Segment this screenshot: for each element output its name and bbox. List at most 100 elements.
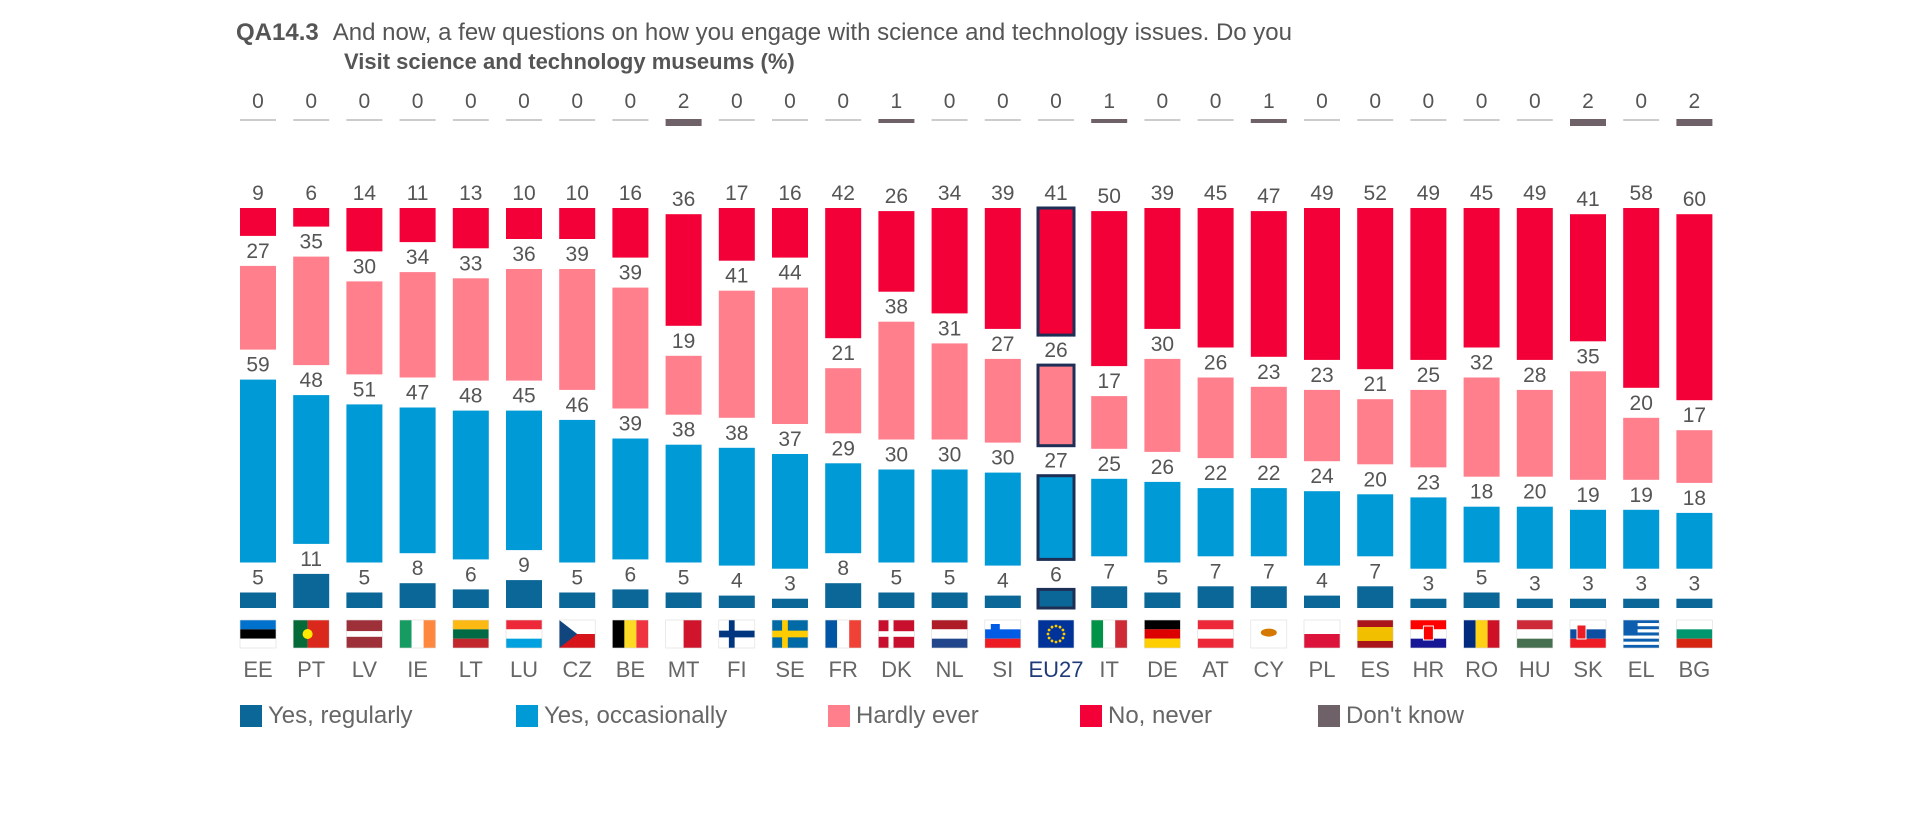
bar-group-lt xyxy=(452,119,490,649)
flag-mt-icon xyxy=(665,619,702,649)
bar-regularly-at xyxy=(1197,586,1234,608)
bar-occasionally-cz xyxy=(559,419,596,563)
bar-hardly-ever-si xyxy=(984,358,1021,443)
bar-regularly-lu xyxy=(506,580,542,608)
bar-occasionally-fi xyxy=(718,447,755,566)
flag-nl-icon xyxy=(931,619,968,649)
label-regularly-pl: 4 xyxy=(1316,570,1328,593)
bar-dont-know-bg xyxy=(1676,119,1713,126)
label-hardly-ever-eu27: 26 xyxy=(1044,339,1067,362)
chart-subtitle: Visit science and technology museums (%) xyxy=(344,49,795,74)
label-occasionally-be: 39 xyxy=(619,413,642,436)
bar-group-fi xyxy=(718,119,756,649)
label-never-ro: 45 xyxy=(1470,182,1493,205)
label-hardly-ever-cz: 39 xyxy=(566,243,589,266)
bar-occasionally-de xyxy=(1144,481,1181,563)
label-regularly-cy: 7 xyxy=(1263,560,1275,583)
bar-hardly-ever-lv xyxy=(346,281,383,375)
bar-never-el xyxy=(1623,208,1660,388)
label-occasionally-pl: 24 xyxy=(1310,465,1334,488)
label-regularly-mt: 5 xyxy=(678,567,690,590)
flag-lu-icon xyxy=(505,619,543,649)
label-never-ie: 11 xyxy=(407,182,429,205)
legend-label-hardly-ever: Hardly ever xyxy=(856,702,979,729)
bar-occasionally-sk xyxy=(1570,509,1606,569)
bar-regularly-lv xyxy=(346,592,383,608)
bar-never-es xyxy=(1357,208,1394,370)
flag-hr-icon xyxy=(1410,619,1447,649)
bar-occasionally-es xyxy=(1357,494,1394,557)
label-dont-know-nl: 0 xyxy=(944,90,956,113)
label-dont-know-de: 0 xyxy=(1157,90,1169,113)
bar-regularly-ee xyxy=(240,592,276,608)
label-dont-know-si: 0 xyxy=(997,90,1009,113)
label-never-si: 39 xyxy=(991,182,1014,205)
bar-hardly-ever-cy xyxy=(1250,386,1287,459)
label-regularly-lv: 5 xyxy=(359,567,371,590)
bar-hardly-ever-el xyxy=(1623,417,1660,480)
bar-regularly-bg xyxy=(1676,598,1713,608)
bar-never-dk xyxy=(878,211,915,292)
bar-occasionally-hr xyxy=(1410,497,1447,569)
legend-label-occasionally: Yes, occasionally xyxy=(544,702,728,729)
bar-group-mt xyxy=(665,119,702,649)
bar-hardly-ever-de xyxy=(1144,358,1181,452)
label-regularly-cz: 5 xyxy=(571,567,583,590)
bar-hardly-ever-bg xyxy=(1676,430,1713,483)
label-dont-know-lv: 0 xyxy=(359,90,371,113)
bar-occasionally-lt xyxy=(452,410,489,560)
bar-hardly-ever-se xyxy=(772,287,808,424)
bar-group-fr xyxy=(824,119,862,649)
bar-never-fr xyxy=(825,208,862,339)
label-regularly-hr: 3 xyxy=(1423,573,1435,596)
label-occasionally-cy: 22 xyxy=(1257,462,1280,485)
label-occasionally-eu27: 27 xyxy=(1044,450,1067,473)
label-occasionally-nl: 30 xyxy=(938,444,961,467)
bar-occasionally-fr xyxy=(825,463,862,554)
label-regularly-dk: 5 xyxy=(891,567,903,590)
bar-group-it xyxy=(1090,119,1128,649)
label-occasionally-ro: 18 xyxy=(1470,481,1493,504)
label-hardly-ever-si: 27 xyxy=(991,333,1014,356)
label-never-sk: 41 xyxy=(1576,188,1599,211)
flag-fi-icon xyxy=(718,619,756,649)
label-hardly-ever-fi: 41 xyxy=(725,265,748,288)
bar-regularly-de xyxy=(1144,592,1181,608)
bar-never-lu xyxy=(506,208,542,239)
question-text: And now, a few questions on how you enga… xyxy=(332,19,1293,46)
label-occasionally-dk: 30 xyxy=(885,444,908,467)
bar-never-sk xyxy=(1570,214,1606,342)
bar-occasionally-ee xyxy=(240,379,276,563)
label-regularly-sk: 3 xyxy=(1582,573,1594,596)
bar-hardly-ever-cz xyxy=(559,269,596,390)
bar-occasionally-ie xyxy=(399,407,436,554)
bar-regularly-mt xyxy=(665,592,702,608)
bar-occasionally-pl xyxy=(1304,491,1340,566)
label-regularly-ie: 8 xyxy=(412,557,424,580)
label-dont-know-eu27: 0 xyxy=(1050,90,1062,113)
bar-group-bg xyxy=(1676,119,1713,649)
label-regularly-ro: 5 xyxy=(1476,567,1488,590)
label-dont-know-mt: 2 xyxy=(678,90,690,113)
flag-eu-icon xyxy=(1037,619,1075,649)
label-regularly-eu27: 6 xyxy=(1050,563,1062,586)
bar-group-at xyxy=(1197,119,1234,649)
flag-ro-icon xyxy=(1463,619,1500,649)
bar-hardly-ever-fr xyxy=(825,368,862,434)
bar-hardly-ever-hr xyxy=(1410,389,1447,468)
label-regularly-pt: 11 xyxy=(300,548,322,571)
legend-swatch-never xyxy=(1080,705,1102,727)
bar-occasionally-mt xyxy=(665,444,702,563)
label-dont-know-cy: 1 xyxy=(1263,90,1275,113)
bar-regularly-se xyxy=(772,598,808,608)
category-label-hu: HU xyxy=(1519,657,1551,682)
label-occasionally-sk: 19 xyxy=(1576,484,1599,507)
bar-occasionally-at xyxy=(1197,488,1234,557)
chart-header: QA14.3 And now, a few questions on how yo… xyxy=(236,18,1292,76)
bar-never-ee xyxy=(240,208,276,236)
label-occasionally-de: 26 xyxy=(1151,456,1174,479)
bar-never-se xyxy=(772,208,808,258)
label-hardly-ever-be: 39 xyxy=(619,262,642,285)
bar-never-de xyxy=(1144,208,1181,329)
